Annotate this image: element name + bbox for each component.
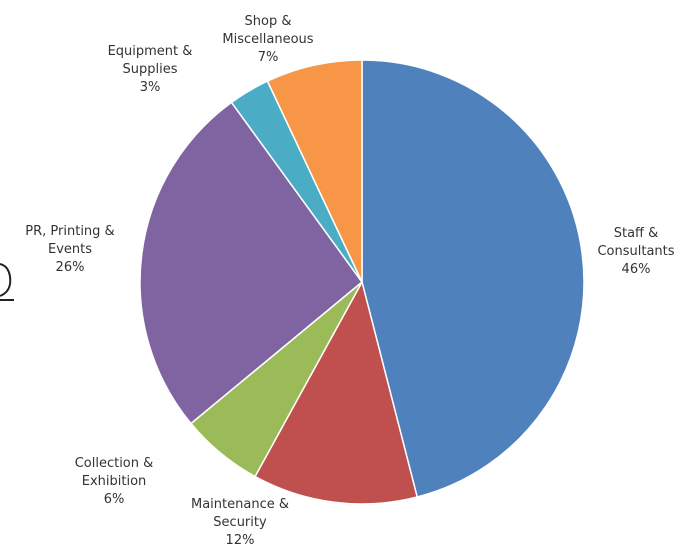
- slice-label-pr-printing-events: PR, Printing & Events 26%: [6, 223, 134, 277]
- label-value: 46%: [621, 262, 651, 277]
- cropped-glyph-fragment: [0, 263, 14, 301]
- label-line: PR, Printing &: [25, 224, 115, 239]
- label-value: 3%: [139, 80, 161, 95]
- slice-label-collection-exhibition: Collection & Exhibition 6%: [54, 455, 174, 509]
- label-line: Events: [47, 242, 92, 257]
- label-value: 12%: [225, 533, 255, 548]
- label-value: 7%: [257, 50, 279, 65]
- pie-slice-maintenance-security: [254, 279, 419, 505]
- label-line: Security: [213, 515, 267, 530]
- label-line: Collection &: [74, 456, 154, 471]
- label-line: Consultants: [597, 244, 675, 259]
- label-line: Maintenance &: [191, 497, 289, 512]
- pie-slice-pr-printing-events: [139, 101, 364, 425]
- label-value: 6%: [103, 492, 125, 507]
- label-line: Supplies: [122, 62, 178, 77]
- label-line: Shop &: [244, 14, 292, 29]
- pie-slice-shop-miscellaneous: [266, 59, 363, 283]
- pie-slice-staff-consultants: [361, 59, 585, 498]
- label-line: Exhibition: [81, 474, 147, 489]
- label-line: Miscellaneous: [222, 32, 314, 47]
- slice-label-equipment-supplies: Equipment & Supplies 3%: [90, 43, 210, 97]
- slice-label-staff-consultants: Staff & Consultants 46%: [576, 225, 693, 279]
- label-value: 26%: [55, 260, 85, 275]
- label-line: Staff &: [613, 226, 659, 241]
- slice-label-maintenance-security: Maintenance & Security 12%: [178, 496, 302, 550]
- label-line: Equipment &: [107, 44, 193, 59]
- slice-label-shop-miscellaneous: Shop & Miscellaneous 7%: [208, 13, 328, 67]
